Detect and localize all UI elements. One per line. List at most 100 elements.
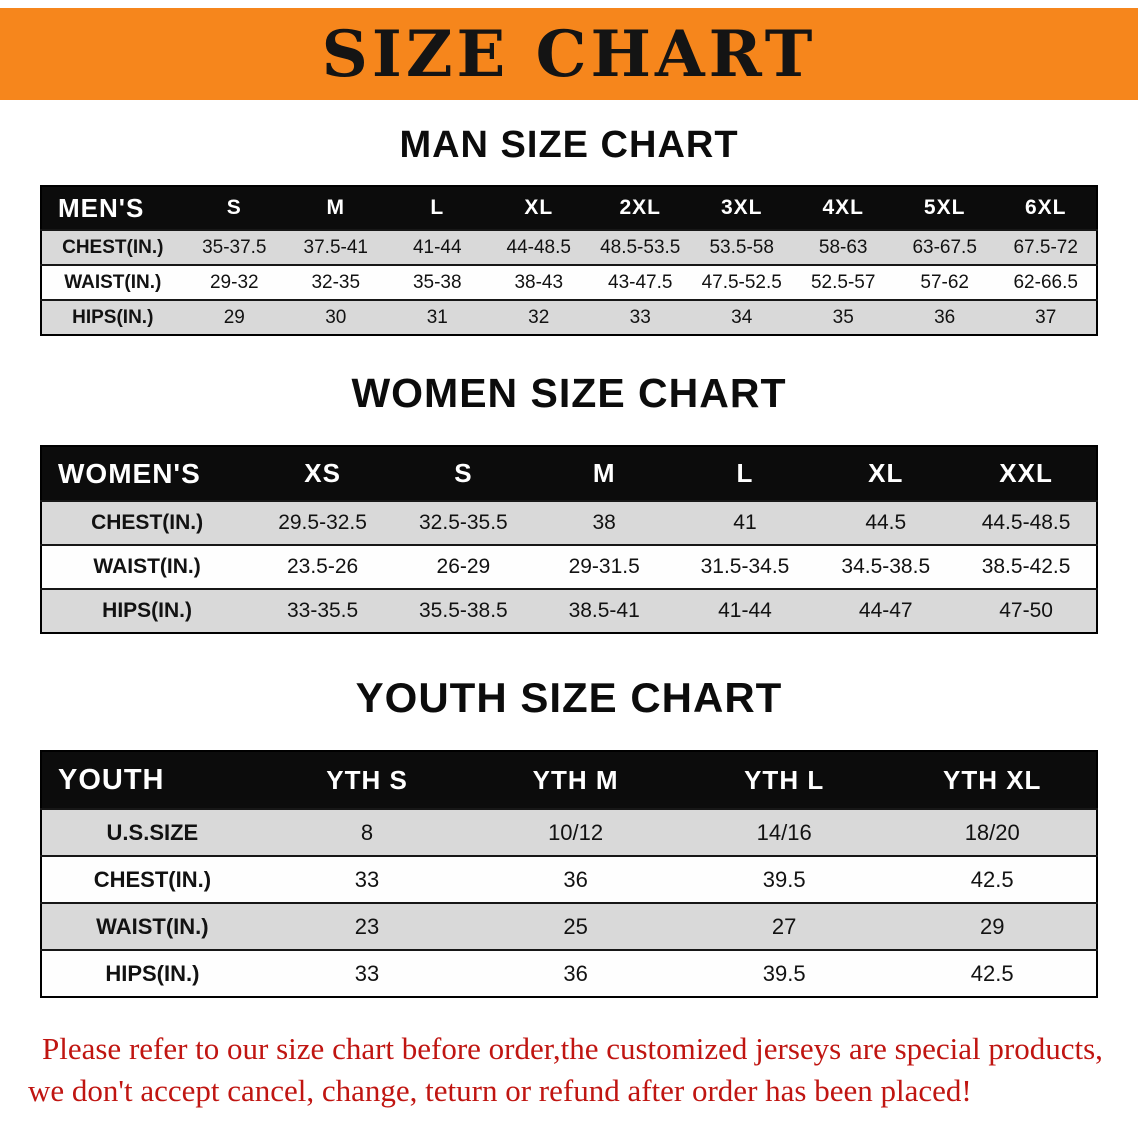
size-chart-banner: SIZE CHART	[0, 8, 1138, 100]
measure-label-cell: WAIST(IN.)	[41, 544, 253, 589]
size-column-header: YTH XL	[888, 751, 1097, 809]
measure-value-cell: 23.5-26	[252, 544, 393, 589]
men-size-section: MAN SIZE CHART MEN'S S M L XL 2XL 3XL 4XL 5XL 6XL…	[0, 124, 1138, 336]
measure-value-cell: 52.5-57	[792, 264, 894, 300]
table-header-row: WOMEN'S XS S M L XL XXL	[41, 446, 1097, 501]
size-table: MEN'S S M L XL 2XL 3XL 4XL 5XL 6XL CHEST(IN.) 35-37…	[40, 185, 1098, 336]
measure-value-cell: 10/12	[471, 808, 680, 856]
table-row: WAIST(IN.) 23 25 27 29	[41, 902, 1097, 950]
size-column-header: 2XL	[589, 186, 691, 230]
size-table: YOUTH YTH S YTH M YTH L YTH XL U.S.SIZE 8 10/12…	[40, 750, 1098, 998]
youth-size-table: YOUTH YTH S YTH M YTH L YTH XL U.S.SIZE 8 10/12…	[40, 750, 1098, 998]
measure-value-cell: 29-31.5	[533, 544, 675, 589]
measure-value-cell: 30	[285, 299, 387, 335]
measure-value-cell: 63-67.5	[893, 229, 996, 265]
youth-size-section: YOUTH SIZE CHART YOUTH YTH S YTH M YTH L YTH…	[0, 674, 1138, 998]
size-column-header: XXL	[956, 446, 1097, 501]
table-row: HIPS(IN.) 33-35.5 35.5-38.5 38.5-41 41-44 44-…	[41, 588, 1097, 633]
women-size-heading: WOMEN SIZE CHART	[351, 370, 787, 416]
measure-value-cell: 44.5-48.5	[956, 500, 1097, 545]
measure-value-cell: 33-35.5	[252, 588, 393, 633]
table-row: WAIST(IN.) 29-32 32-35 35-38 38-43 43-47.5 47.…	[41, 264, 1097, 300]
size-column-header: S	[183, 186, 286, 230]
table-row: CHEST(IN.) 33 36 39.5 42.5	[41, 855, 1097, 903]
measure-value-cell: 32-35	[285, 264, 387, 300]
measure-value-cell: 35	[792, 299, 894, 335]
measure-label-cell: HIPS(IN.)	[41, 588, 253, 633]
measure-value-cell: 35-37.5	[183, 229, 286, 265]
banner-title: SIZE CHART	[321, 16, 817, 92]
measure-value-cell: 32	[488, 299, 590, 335]
measure-value-cell: 27	[679, 902, 889, 950]
measure-value-cell: 35.5-38.5	[392, 588, 534, 633]
table-header-row: MEN'S S M L XL 2XL 3XL 4XL 5XL 6XL	[41, 186, 1097, 230]
measure-value-cell: 36	[893, 299, 996, 335]
measure-value-cell: 38	[533, 500, 675, 545]
size-column-header: S	[392, 446, 534, 501]
table-row: HIPS(IN.) 29 30 31 32 33 34 35 36 37	[41, 299, 1097, 335]
measure-value-cell: 37	[995, 299, 1097, 335]
women-size-table: WOMEN'S XS S M L XL XXL CHEST(IN.) 29.5-32.5 32.5…	[40, 445, 1098, 634]
measure-value-cell: 37.5-41	[285, 229, 387, 265]
measure-value-cell: 26-29	[392, 544, 534, 589]
men-size-table: MEN'S S M L XL 2XL 3XL 4XL 5XL 6XL CHEST(IN.) 35-37…	[40, 185, 1098, 336]
measure-value-cell: 36	[471, 949, 680, 997]
measure-value-cell: 33	[589, 299, 691, 335]
measure-value-cell: 33	[262, 855, 472, 903]
size-column-header: XS	[252, 446, 393, 501]
measure-label-cell: U.S.SIZE	[41, 808, 263, 856]
size-column-header: 3XL	[690, 186, 793, 230]
size-column-header: XL	[488, 186, 590, 230]
group-label-header: WOMEN'S	[41, 446, 253, 501]
measure-value-cell: 43-47.5	[589, 264, 691, 300]
measure-value-cell: 36	[471, 855, 680, 903]
table-row: CHEST(IN.) 29.5-32.5 32.5-35.5 38 41 44.5 44.5…	[41, 500, 1097, 545]
men-size-heading: MAN SIZE CHART	[399, 124, 739, 166]
size-column-header: YTH S	[262, 751, 472, 809]
measure-label-cell: HIPS(IN.)	[41, 299, 184, 335]
measure-value-cell: 41-44	[386, 229, 488, 265]
measure-value-cell: 33	[262, 949, 472, 997]
measure-label-cell: CHEST(IN.)	[41, 229, 184, 265]
measure-value-cell: 47-50	[956, 588, 1097, 633]
size-column-header: YTH M	[471, 751, 680, 809]
size-column-header: M	[285, 186, 387, 230]
footer-note-line: Please refer to our size chart before or…	[42, 1031, 1103, 1066]
measure-value-cell: 53.5-58	[690, 229, 793, 265]
table-header-row: YOUTH YTH S YTH M YTH L YTH XL	[41, 751, 1097, 809]
measure-label-cell: WAIST(IN.)	[41, 902, 263, 950]
size-column-header: YTH L	[679, 751, 889, 809]
table-row: CHEST(IN.) 35-37.5 37.5-41 41-44 44-48.5 48.5…	[41, 229, 1097, 265]
group-label-header: YOUTH	[41, 751, 263, 809]
measure-value-cell: 34	[690, 299, 793, 335]
size-column-header: L	[386, 186, 488, 230]
measure-value-cell: 29.5-32.5	[252, 500, 393, 545]
measure-value-cell: 38.5-42.5	[956, 544, 1097, 589]
measure-value-cell: 23	[262, 902, 472, 950]
size-table: WOMEN'S XS S M L XL XXL CHEST(IN.) 29.5-32.5 32.5…	[40, 445, 1098, 634]
size-column-header: XL	[815, 446, 957, 501]
measure-value-cell: 14/16	[679, 808, 889, 856]
group-label-header: MEN'S	[41, 186, 184, 230]
measure-value-cell: 18/20	[888, 808, 1097, 856]
measure-value-cell: 57-62	[893, 264, 996, 300]
size-column-header: M	[533, 446, 675, 501]
youth-size-heading: YOUTH SIZE CHART	[355, 674, 783, 721]
measure-value-cell: 8	[262, 808, 472, 856]
measure-value-cell: 58-63	[792, 229, 894, 265]
table-row: HIPS(IN.) 33 36 39.5 42.5	[41, 949, 1097, 997]
measure-value-cell: 42.5	[888, 855, 1097, 903]
measure-value-cell: 67.5-72	[995, 229, 1097, 265]
measure-value-cell: 31.5-34.5	[674, 544, 816, 589]
measure-value-cell: 48.5-53.5	[589, 229, 691, 265]
measure-value-cell: 41-44	[674, 588, 816, 633]
measure-value-cell: 41	[674, 500, 816, 545]
measure-value-cell: 44-48.5	[488, 229, 590, 265]
measure-value-cell: 29	[888, 902, 1097, 950]
women-size-section: WOMEN SIZE CHART WOMEN'S XS S M L XL XXL CHEST(…	[0, 370, 1138, 634]
measure-label-cell: CHEST(IN.)	[41, 500, 253, 545]
footer-note: Please refer to our size chart before or…	[0, 1028, 1138, 1112]
size-column-header: 6XL	[995, 186, 1097, 230]
table-row: U.S.SIZE 8 10/12 14/16 18/20	[41, 808, 1097, 856]
measure-value-cell: 39.5	[679, 855, 889, 903]
